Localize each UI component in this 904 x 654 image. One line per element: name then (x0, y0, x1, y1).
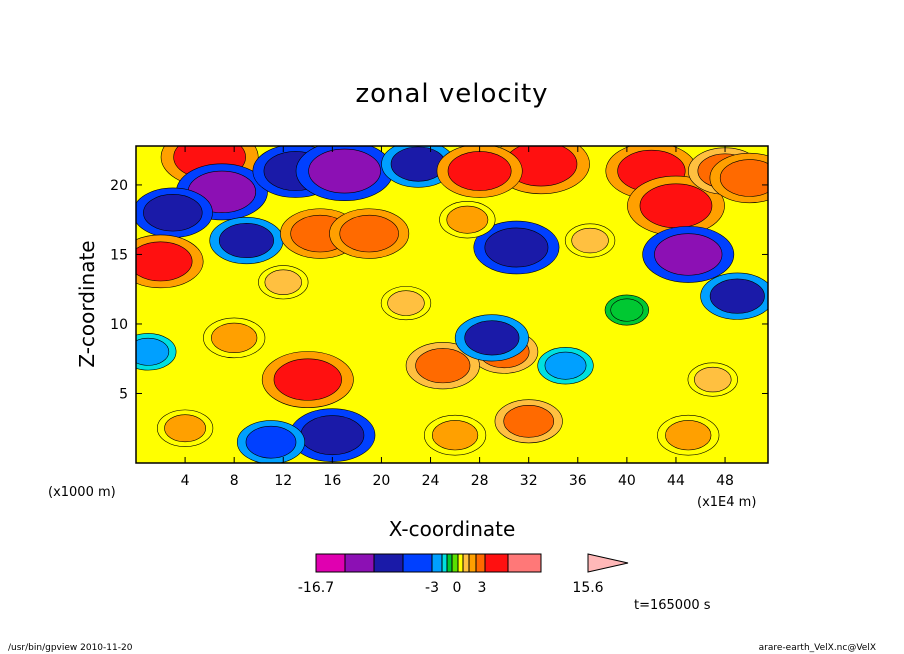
colorbar-box (446, 553, 453, 573)
field-blob (709, 278, 765, 314)
x-unit-right: (x1E4 m) (697, 495, 756, 510)
field-blob (431, 420, 479, 451)
colorbar-box (462, 553, 470, 573)
field-blob (571, 227, 609, 254)
field-blob (218, 223, 274, 259)
y-tick-label: 15 (110, 247, 128, 263)
field-blob (164, 414, 206, 443)
field-blob (665, 420, 712, 451)
colorbar-box (468, 553, 477, 573)
field-blob (639, 183, 713, 229)
colorbar-box (484, 553, 509, 573)
x-tick-label: 8 (230, 473, 239, 489)
field-blob (610, 298, 644, 322)
colorbar-triangle (587, 553, 629, 573)
field-blob (544, 351, 587, 380)
field-blob (273, 358, 342, 401)
y-axis-ticks: 5 10 15 20 (110, 178, 768, 402)
colorbar-box (457, 553, 464, 573)
colorbar-box (475, 553, 486, 573)
colorbar-tick-label: 3 (478, 580, 487, 596)
y-axis-title: Z-coordinate (75, 240, 99, 367)
colorbar-box (315, 553, 346, 573)
x-axis-ticks: 4 8 12 16 20 24 28 32 36 40 44 48 (181, 146, 734, 489)
colorbar-tick-label: 15.6 (572, 580, 603, 596)
field-blob (136, 337, 170, 366)
x-tick-label: 36 (569, 473, 587, 489)
x-tick-label: 20 (373, 473, 391, 489)
field-blob (503, 404, 554, 438)
colorbar-box (402, 553, 433, 573)
field-blob (245, 425, 297, 459)
y-tick-label: 10 (110, 317, 128, 333)
colorbar-box (441, 553, 448, 573)
y-tick-label: 5 (119, 386, 128, 402)
colorbar-tick-label: 0 (453, 580, 462, 596)
field-blob (694, 366, 732, 393)
colorbar-box (373, 553, 404, 573)
x-tick-label: 4 (181, 473, 190, 489)
colorbar-tick-label: -3 (425, 580, 439, 596)
field-blob (264, 269, 302, 295)
colorbar-box (507, 553, 542, 573)
field-blob (300, 415, 365, 456)
field-blob (136, 241, 193, 282)
colorbar-box (344, 553, 375, 573)
x-unit-left: (x1000 m) (48, 485, 116, 500)
colorbar (315, 553, 629, 573)
x-tick-label: 48 (716, 473, 734, 489)
plot-frame (135, 145, 769, 464)
field-blob (719, 159, 768, 197)
field-blob (446, 205, 489, 234)
field-blob (308, 148, 381, 194)
x-axis-title: X-coordinate (389, 517, 516, 541)
field-blob (387, 290, 425, 316)
field-blob (211, 322, 258, 353)
x-tick-label: 44 (667, 473, 685, 489)
field-blob (143, 194, 203, 232)
field-blob (464, 320, 520, 356)
x-tick-label: 16 (323, 473, 341, 489)
colorbar-labels: -16.7 -3 0 3 15.6 (298, 580, 604, 596)
colorbar-box (451, 553, 459, 573)
y-tick-label: 20 (110, 178, 128, 194)
field-blob (339, 214, 399, 253)
x-tick-label: 28 (471, 473, 489, 489)
field-blob (447, 151, 512, 191)
field-blob (654, 233, 723, 276)
colorbar-tick-label: -16.7 (298, 580, 334, 596)
x-tick-label: 12 (274, 473, 292, 489)
field-blob (484, 227, 549, 268)
footer-right: arare-earth_VelX.nc@VelX (759, 643, 876, 653)
heatmap-field (136, 146, 768, 463)
colorbar-box (431, 553, 443, 573)
plot-area (135, 145, 769, 464)
chart-title: zonal velocity (355, 79, 548, 109)
footer-left: /usr/bin/gpview 2010-11-20 (8, 643, 133, 653)
x-tick-label: 32 (520, 473, 538, 489)
time-label: t=165000 s (634, 598, 711, 613)
x-tick-label: 40 (618, 473, 636, 489)
field-blob (390, 146, 446, 182)
x-tick-label: 24 (422, 473, 440, 489)
field-blob (415, 348, 471, 384)
